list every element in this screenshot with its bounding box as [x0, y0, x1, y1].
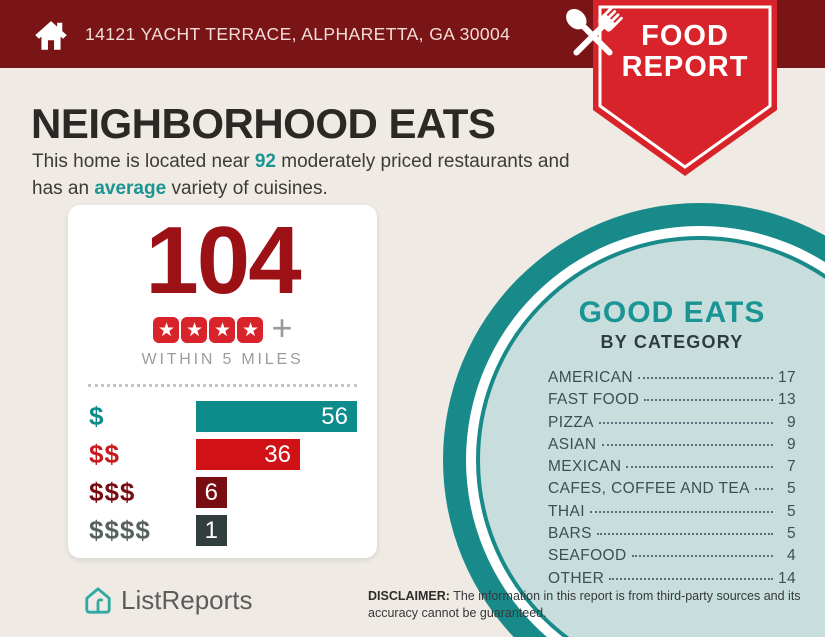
category-row: BARS 5: [548, 525, 796, 547]
dotted-leader: [589, 510, 773, 513]
price-tier-bar: 6: [196, 477, 227, 508]
badge-pennant-shape: [593, 0, 777, 176]
star-icon: ★: [181, 317, 208, 343]
category-name: OTHER: [548, 569, 605, 587]
disclaimer: DISCLAIMER: The information in this repo…: [368, 588, 815, 622]
category-name: BARS: [548, 525, 592, 543]
category-count: 17: [777, 369, 796, 386]
category-count: 9: [786, 413, 796, 431]
property-address: 14121 YACHT TERRACE, ALPHARETTA, GA 3000…: [85, 23, 511, 44]
good-eats-subtitle: BY CATEGORY: [600, 332, 744, 352]
disclaimer-label: DISCLAIMER:: [368, 589, 450, 603]
price-tier-bar: 56: [196, 401, 357, 432]
within-miles-label: WITHIN 5 MILES: [141, 351, 304, 368]
page-title: NEIGHBORHOOD EATS: [31, 100, 496, 147]
price-tier-bar: 1: [196, 515, 227, 546]
dotted-leader: [754, 488, 773, 491]
category-count: 4: [786, 547, 796, 565]
price-tier-bar: 36: [196, 439, 300, 470]
home-icon: [35, 21, 67, 50]
dotted-leader: [631, 555, 773, 558]
listreports-logo-text: ListReports: [121, 585, 253, 615]
category-name: CAFES, COFFEE AND TEA: [548, 480, 750, 498]
badge-title-line1: FOOD: [641, 20, 729, 52]
category-row: AMERICAN 17: [548, 369, 796, 391]
star-icon: ★: [209, 317, 236, 343]
dotted-leader: [609, 577, 773, 580]
listreports-logo: ListReports: [84, 585, 253, 616]
category-count: 13: [777, 391, 796, 409]
category-row: FAST FOOD 13: [548, 391, 796, 413]
subtitle-text: variety of cuisines.: [166, 177, 328, 199]
price-tier-label: $$: [89, 439, 120, 469]
bar-value: 56: [321, 402, 348, 430]
dotted-divider: [88, 384, 357, 387]
category-row: CAFES, COFFEE AND TEA 5: [548, 480, 796, 502]
category-name: SEAFOOD: [548, 547, 627, 565]
category-row: PIZZA 9: [548, 414, 796, 436]
listreports-house-icon: [85, 586, 111, 614]
category-row: MEXICAN 7: [548, 458, 796, 480]
price-tier-label: $: [89, 401, 105, 431]
category-count: 5: [786, 480, 796, 498]
dotted-leader: [626, 466, 773, 469]
food-report-badge: FOOD REPORT: [566, 0, 777, 180]
category-row: ASIAN 9: [548, 436, 796, 458]
restaurant-total-count: 104: [145, 207, 301, 314]
chart-row: $$$ 6: [89, 477, 362, 508]
page-subtitle: This home is located near 92 moderately …: [32, 149, 580, 202]
category-count: 9: [786, 435, 796, 453]
disclaimer-text: The information in this report is from t…: [368, 589, 801, 620]
good-eats-title: GOOD EATS: [578, 296, 766, 329]
price-bar-chart: $56 $$ 36 $$$ 6 $$$$ 1: [68, 401, 377, 546]
chart-row: $$ 36: [89, 439, 362, 470]
category-count: 14: [777, 569, 796, 587]
category-count: 7: [786, 458, 796, 476]
star-rating: ★ ★ ★ ★ +: [68, 310, 377, 346]
category-name: MEXICAN: [548, 458, 622, 476]
chart-row: $$$$ 1: [89, 515, 362, 546]
price-tier-label: $$$: [89, 477, 136, 507]
category-name: THAI: [548, 502, 585, 520]
star-icon: ★: [237, 317, 264, 343]
price-tier-label: $$$$: [89, 515, 151, 545]
bar-value: 1: [204, 516, 218, 544]
category-count: 5: [786, 525, 796, 543]
dotted-leader: [644, 399, 773, 402]
dotted-leader: [596, 533, 773, 536]
badge-title-line2: REPORT: [621, 51, 749, 83]
plus-icon: +: [271, 307, 293, 348]
category-row: SEAFOOD 4: [548, 547, 796, 569]
dotted-leader: [598, 421, 773, 424]
star-icon: ★: [153, 317, 180, 343]
good-eats-panel: GOOD EATS BY CATEGORY AMERICAN 17 FAST FOO…: [548, 298, 796, 592]
category-row: THAI 5: [548, 503, 796, 525]
bar-value: 36: [264, 440, 291, 468]
variety-highlight: average: [94, 177, 167, 199]
restaurant-count-highlight: 92: [254, 151, 276, 172]
bar-value: 6: [204, 478, 218, 506]
category-name: ASIAN: [548, 435, 597, 453]
category-row: OTHER 14: [548, 570, 796, 592]
category-list: AMERICAN 17 FAST FOOD 13 PIZZA 9 ASIAN 9 MEXICAN…: [548, 369, 796, 592]
category-count: 5: [786, 502, 796, 520]
category-name: PIZZA: [548, 413, 594, 431]
category-name: AMERICAN: [548, 369, 634, 386]
stats-card: 104 ★ ★ ★ ★ + WITHIN 5 MILES $56 $$ 36 $$$ 6 $$$$…: [68, 205, 377, 558]
subtitle-text: This home is located near: [32, 151, 255, 172]
dotted-leader: [601, 443, 773, 446]
subtitle-text: moderately priced restaurants and has an: [32, 151, 570, 199]
category-name: FAST FOOD: [548, 391, 640, 409]
chart-row: $56: [89, 401, 362, 432]
dotted-leader: [638, 377, 773, 379]
spoon-fork-icon: [566, 6, 623, 56]
